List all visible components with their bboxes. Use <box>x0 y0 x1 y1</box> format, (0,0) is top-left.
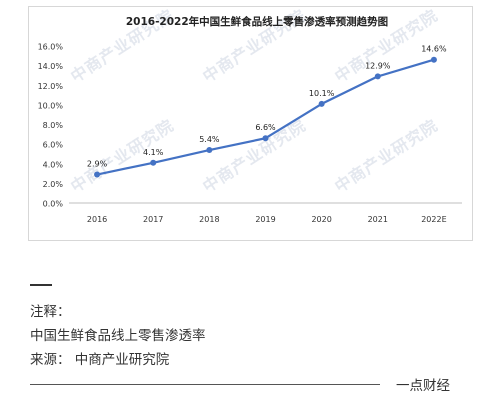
line-chart: 2016-2022年中国生鲜食品线上零售渗透率预测趋势图 0.0% 2.0% 4.0… <box>38 15 462 224</box>
notes-label: 注释： <box>30 304 71 320</box>
data-label: 10.1% <box>309 89 335 98</box>
divider <box>30 284 52 286</box>
data-label: 12.9% <box>365 61 391 70</box>
chart-frame: 中商产业研究院 中商产业研究院 中商产业研究院 中商产业研究院 中商产业研究院 … <box>28 6 473 241</box>
x-tick-label: 2018 <box>199 215 219 224</box>
data-label: 6.6% <box>255 123 276 132</box>
y-tick-label: 0.0% <box>43 200 64 209</box>
y-tick-label: 2.0% <box>43 180 64 189</box>
chart-title: 2016-2022年中国生鲜食品线上零售渗透率预测趋势图 <box>126 15 388 28</box>
notes-description: 中国生鲜食品线上零售渗透率 <box>30 328 206 344</box>
y-tick-label: 6.0% <box>43 141 64 150</box>
x-tick-label: 2016 <box>87 215 107 224</box>
data-point <box>206 147 213 154</box>
series-line <box>96 58 435 176</box>
y-tick-label: 16.0% <box>38 43 64 52</box>
source-text: 来源： 中商产业研究院 <box>30 352 170 368</box>
brand-name: 一点财经 <box>396 378 450 394</box>
data-label: 14.6% <box>421 45 447 54</box>
x-tick-label: 2022E <box>421 215 446 224</box>
x-tick-label: 2021 <box>368 215 388 224</box>
x-tick-label: 2020 <box>311 215 331 224</box>
notes-section: 注释： 中国生鲜食品线上零售渗透率 来源： 中商产业研究院 <box>30 300 206 372</box>
data-point <box>94 171 101 178</box>
footer-divider <box>30 384 380 385</box>
y-tick-label: 14.0% <box>38 62 64 71</box>
data-label: 4.1% <box>143 148 164 157</box>
data-label: 2.9% <box>87 160 108 169</box>
data-point <box>374 73 381 80</box>
x-tick-label: 2017 <box>143 215 163 224</box>
data-point <box>262 135 269 142</box>
y-tick-label: 4.0% <box>43 160 64 169</box>
y-tick-label: 8.0% <box>43 121 64 130</box>
data-point <box>150 159 157 166</box>
data-label: 5.4% <box>199 135 220 144</box>
x-tick-label: 2019 <box>255 215 275 224</box>
y-tick-label: 12.0% <box>38 82 64 91</box>
data-point <box>318 100 325 107</box>
data-point <box>430 56 437 63</box>
y-tick-label: 10.0% <box>38 101 64 110</box>
